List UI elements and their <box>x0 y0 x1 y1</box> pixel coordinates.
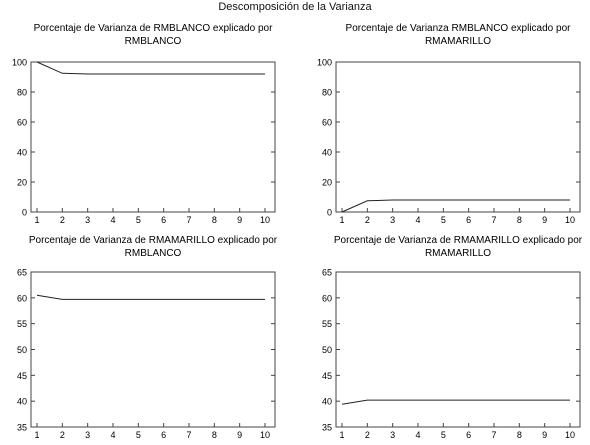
series-line <box>36 294 265 300</box>
y-tick-label: 60 <box>322 118 332 128</box>
x-tick-label: 1 <box>339 215 344 225</box>
x-tick-label: 2 <box>60 215 65 225</box>
x-tick-label: 4 <box>110 430 115 440</box>
x-tick-label: 10 <box>565 215 575 225</box>
x-tick-label: 6 <box>466 215 471 225</box>
y-tick-label: 100 <box>12 58 27 68</box>
x-tick-label: 1 <box>34 215 39 225</box>
x-tick-label: 6 <box>161 215 166 225</box>
y-tick-label: 45 <box>17 371 27 381</box>
y-tick-label: 60 <box>322 293 332 303</box>
x-tick-label: 6 <box>161 430 166 440</box>
x-tick-label: 1 <box>34 430 39 440</box>
x-tick-label: 4 <box>415 430 420 440</box>
x-tick-label: 8 <box>517 430 522 440</box>
y-tick-label: 50 <box>17 345 27 355</box>
x-tick-label: 3 <box>390 215 395 225</box>
x-tick-label: 5 <box>136 430 141 440</box>
x-tick-label: 4 <box>110 215 115 225</box>
y-tick-label: 45 <box>322 371 332 381</box>
x-tick-label: 2 <box>365 215 370 225</box>
chart-title-line: RMBLANCO <box>125 248 182 259</box>
x-tick-label: 10 <box>260 430 270 440</box>
series-line <box>36 61 265 75</box>
y-tick-label: 60 <box>17 118 27 128</box>
chart-panel-3: Porcentaje de Varianza de RMAMARILLO exp… <box>17 235 278 440</box>
chart-title-line: RMAMARILLO <box>425 248 491 259</box>
y-tick-label: 100 <box>317 58 332 68</box>
x-tick-label: 2 <box>365 430 370 440</box>
x-tick-label: 8 <box>517 215 522 225</box>
x-tick-label: 8 <box>212 430 217 440</box>
y-tick-label: 40 <box>17 148 27 158</box>
y-tick-label: 35 <box>17 423 27 433</box>
y-tick-label: 80 <box>322 88 332 98</box>
y-tick-label: 55 <box>322 319 332 329</box>
y-tick-label: 60 <box>17 293 27 303</box>
x-tick-label: 5 <box>441 430 446 440</box>
x-tick-label: 3 <box>85 430 90 440</box>
y-tick-label: 40 <box>17 397 27 407</box>
x-tick-label: 8 <box>212 215 217 225</box>
x-tick-label: 7 <box>186 430 191 440</box>
chart-title-line: RMBLANCO <box>125 36 182 47</box>
x-tick-label: 9 <box>237 215 242 225</box>
x-tick-label: 3 <box>85 215 90 225</box>
y-tick-label: 80 <box>17 88 27 98</box>
x-tick-label: 10 <box>260 215 270 225</box>
x-tick-label: 7 <box>491 430 496 440</box>
y-tick-label: 35 <box>322 423 332 433</box>
plot-frame <box>30 61 276 213</box>
chart-panel-4: Porcentaje de Varianza de RMAMARILLO exp… <box>322 235 583 440</box>
x-tick-label: 9 <box>542 215 547 225</box>
series-line <box>341 399 570 405</box>
chart-panel-2: Porcentaje de Varianza RMBLANCO explicad… <box>317 23 581 225</box>
y-tick-label: 55 <box>17 319 27 329</box>
x-tick-label: 10 <box>565 430 575 440</box>
plot-frame <box>335 271 581 428</box>
y-tick-label: 50 <box>322 345 332 355</box>
chart-title-line: Porcentaje de Varianza RMBLANCO explicad… <box>346 23 572 34</box>
chart-title-line: Porcentaje de Varianza de RMBLANCO expli… <box>34 23 273 34</box>
y-tick-label: 40 <box>322 148 332 158</box>
x-tick-label: 1 <box>339 430 344 440</box>
chart-panel-1: Porcentaje de Varianza de RMBLANCO expli… <box>12 23 276 225</box>
x-tick-label: 4 <box>415 215 420 225</box>
x-tick-label: 6 <box>466 430 471 440</box>
plot-frame <box>30 271 276 428</box>
x-tick-label: 5 <box>136 215 141 225</box>
series-line <box>341 199 570 213</box>
x-tick-label: 7 <box>186 215 191 225</box>
x-tick-label: 9 <box>542 430 547 440</box>
y-tick-label: 0 <box>327 208 332 218</box>
plot-frame <box>335 61 581 213</box>
chart-title-line: Porcentaje de Varianza de RMAMARILLO exp… <box>334 235 583 246</box>
x-tick-label: 9 <box>237 430 242 440</box>
x-tick-label: 5 <box>441 215 446 225</box>
x-tick-label: 3 <box>390 430 395 440</box>
y-tick-label: 20 <box>17 178 27 188</box>
y-tick-label: 65 <box>322 268 332 278</box>
x-tick-label: 7 <box>491 215 496 225</box>
y-tick-label: 40 <box>322 397 332 407</box>
y-tick-label: 20 <box>322 178 332 188</box>
figure-title: Descomposición de la Varianza <box>218 1 372 13</box>
x-tick-label: 2 <box>60 430 65 440</box>
y-tick-label: 0 <box>22 208 27 218</box>
chart-title-line: Porcentaje de Varianza de RMAMARILLO exp… <box>29 235 278 246</box>
chart-title-line: RMAMARILLO <box>425 36 491 47</box>
y-tick-label: 65 <box>17 268 27 278</box>
